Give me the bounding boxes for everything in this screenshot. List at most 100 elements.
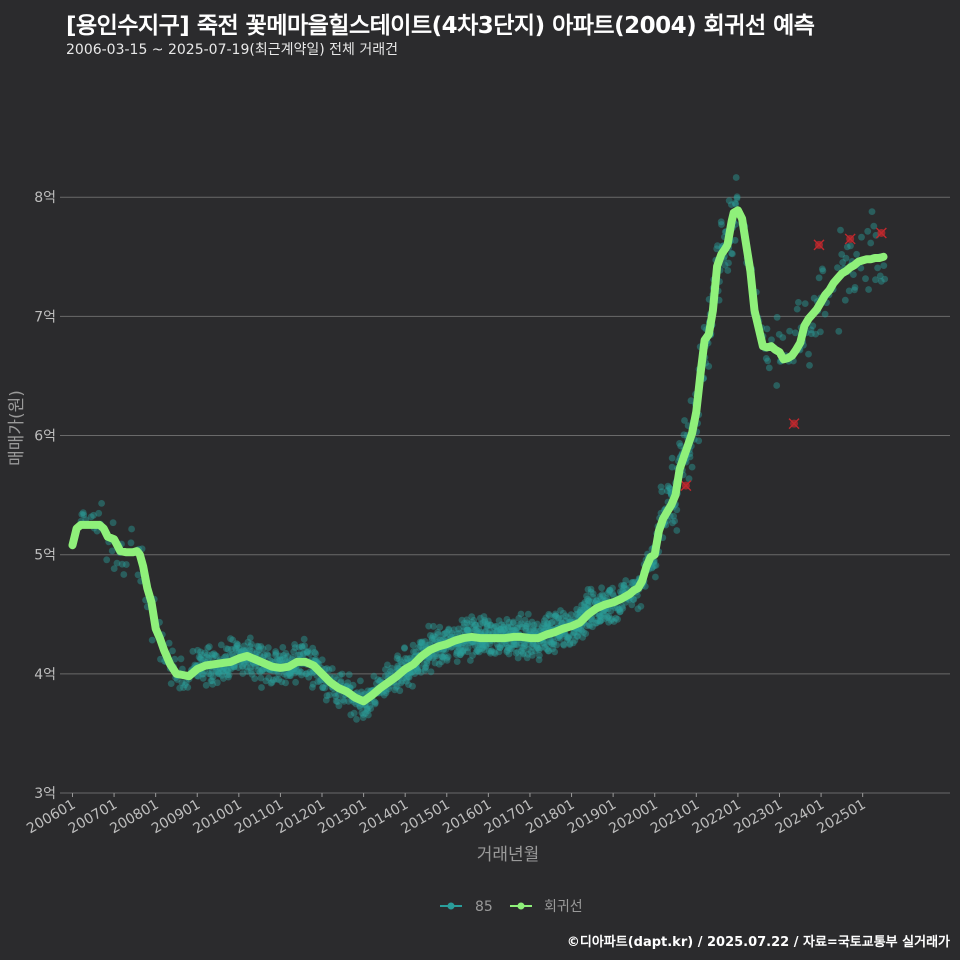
- scatter-point: [273, 656, 281, 664]
- scatter-point: [498, 621, 505, 629]
- scatter-point: [397, 679, 405, 687]
- scatter-point: [513, 641, 521, 649]
- scatter-point: [571, 637, 579, 644]
- scatter-point: [658, 488, 666, 495]
- scatter-point: [548, 639, 555, 646]
- scatter-point: [498, 641, 506, 649]
- scatter-point: [255, 643, 262, 650]
- scatter-point: [272, 648, 279, 655]
- scatter-point: [680, 431, 688, 439]
- scatter-point: [522, 624, 529, 632]
- scatter-point: [500, 626, 508, 634]
- scatter-point: [460, 627, 468, 634]
- scatter-point: [471, 626, 479, 634]
- scatter-point: [532, 627, 540, 635]
- scatter-point: [445, 625, 453, 633]
- scatter-point: [862, 275, 869, 283]
- scatter-point: [545, 647, 552, 655]
- scatter-point: [388, 664, 395, 672]
- scatter-point: [291, 641, 298, 648]
- scatter-point: [127, 539, 135, 547]
- scatter-point: [525, 646, 533, 653]
- scatter-point: [555, 614, 562, 622]
- chart-title: [용인수지구] 죽전 꽃메마을힐스테이트(4차3단지) 아파트(2004) 회귀…: [66, 13, 815, 39]
- scatter-point: [555, 614, 563, 621]
- scatter-point: [198, 651, 206, 659]
- scatter-point: [605, 588, 613, 596]
- scatter-point: [519, 644, 527, 652]
- scatter-point: [554, 634, 562, 642]
- scatter-point: [619, 605, 627, 612]
- scatter-point: [616, 608, 624, 615]
- scatter-point: [431, 659, 439, 667]
- scatter-point: [587, 588, 595, 596]
- scatter-point: [634, 605, 642, 613]
- scatter-point: [331, 690, 338, 697]
- scatter-point: [344, 679, 352, 687]
- scatter-point: [543, 620, 551, 627]
- scatter-point: [215, 670, 223, 678]
- scatter-point: [463, 616, 471, 624]
- legend: 85 회귀선: [440, 899, 583, 915]
- scatter-point: [508, 641, 515, 649]
- scatter-point: [223, 645, 230, 653]
- scatter-point: [247, 667, 255, 675]
- scatter-point: [528, 618, 536, 626]
- scatter-point: [234, 641, 242, 649]
- scatter-point: [721, 261, 729, 269]
- scatter-point: [637, 603, 645, 610]
- scatter-point: [562, 612, 569, 620]
- scatter-point: [219, 668, 227, 675]
- scatter-point: [585, 597, 592, 605]
- scatter-point: [881, 275, 889, 283]
- scatter-point: [765, 364, 773, 372]
- scatter-point: [460, 623, 468, 631]
- scatter-point: [579, 606, 587, 614]
- scatter-point: [455, 625, 462, 633]
- scatter-point: [560, 609, 567, 617]
- scatter-point: [786, 327, 793, 335]
- scatter-point: [243, 663, 251, 671]
- scatter-point: [357, 677, 364, 685]
- scatter-point: [599, 609, 607, 617]
- scatter-point: [268, 679, 276, 686]
- scatter-point: [292, 678, 299, 686]
- scatter-point: [851, 286, 858, 294]
- scatter-point: [323, 665, 331, 672]
- scatter-point: [529, 640, 537, 648]
- scatter-point: [295, 644, 303, 651]
- scatter-point: [483, 622, 491, 629]
- scatter-point: [417, 639, 425, 647]
- scatter-point: [439, 653, 446, 660]
- scatter-point: [195, 653, 203, 661]
- scatter-point: [578, 627, 586, 634]
- scatter-point: [272, 650, 280, 657]
- scatter-point: [592, 619, 599, 627]
- scatter-point: [464, 626, 472, 634]
- scatter-point: [398, 677, 406, 685]
- scatter-point: [435, 660, 443, 668]
- scatter-point: [169, 647, 176, 655]
- scatter-point: [713, 245, 721, 253]
- scatter-point: [532, 647, 539, 655]
- regression-line: [68, 206, 888, 706]
- scatter-point: [485, 647, 493, 655]
- scatter-point: [248, 671, 256, 678]
- scatter-point: [474, 647, 482, 655]
- scatter-point: [566, 640, 574, 647]
- scatter-point: [553, 641, 560, 649]
- scatter-point: [217, 641, 225, 649]
- scatter-point: [427, 668, 435, 676]
- scatter-point: [605, 618, 612, 626]
- scatter-point: [235, 664, 242, 671]
- scatter-point: [596, 612, 603, 620]
- scatter-point: [415, 643, 423, 651]
- scatter-point: [405, 681, 412, 688]
- scatter-point: [717, 218, 725, 226]
- scatter-point: [356, 703, 364, 711]
- scatter-point: [834, 264, 841, 271]
- grid-lines: [60, 196, 950, 794]
- scatter-point: [430, 635, 438, 643]
- scatter-point: [444, 653, 452, 661]
